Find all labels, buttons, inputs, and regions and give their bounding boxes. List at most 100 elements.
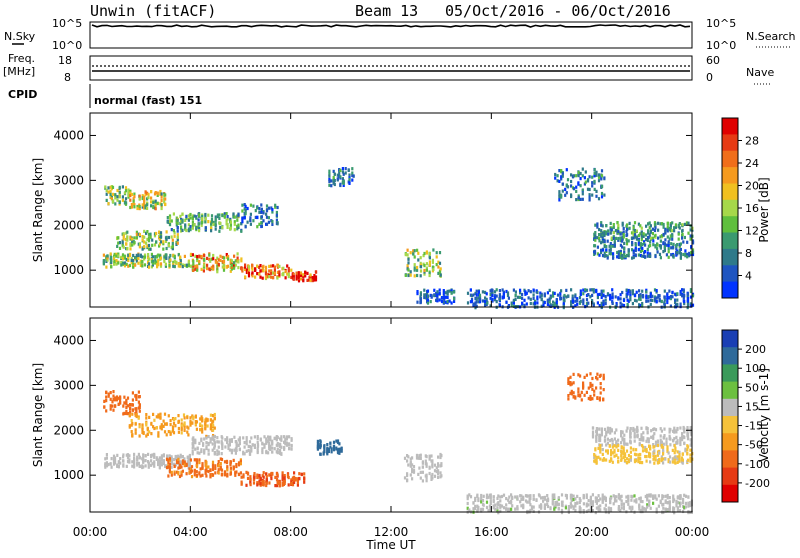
data-cell <box>601 496 604 500</box>
data-cell <box>592 290 595 294</box>
data-cell <box>167 474 170 478</box>
data-cell <box>663 434 666 438</box>
data-cell <box>150 432 153 436</box>
data-cell <box>538 494 541 498</box>
data-cell <box>641 304 644 308</box>
data-cell <box>485 292 488 296</box>
data-cell <box>627 453 631 458</box>
data-cell <box>664 227 667 231</box>
data-cell <box>165 422 168 426</box>
data-cell <box>595 432 598 436</box>
data-cell <box>654 458 657 462</box>
data-cell <box>489 505 492 510</box>
data-cell <box>347 168 350 172</box>
data-cell <box>683 235 686 240</box>
data-cell <box>492 500 495 504</box>
data-cell <box>686 240 689 244</box>
data-cell <box>605 224 608 228</box>
data-cell <box>494 503 497 507</box>
data-cell <box>650 429 653 433</box>
data-cell <box>229 265 232 269</box>
data-cell <box>290 443 293 448</box>
data-cell <box>220 452 223 456</box>
data-cell <box>172 418 176 422</box>
data-cell <box>137 232 140 236</box>
data-cell <box>556 293 560 297</box>
data-cell <box>123 395 126 399</box>
data-cell <box>154 261 157 265</box>
data-cell <box>684 501 688 505</box>
data-cell <box>440 296 444 300</box>
data-cell <box>684 249 687 253</box>
data-cell <box>535 498 538 502</box>
data-cell <box>680 456 684 460</box>
data-cell <box>576 501 579 505</box>
nsearch-label: N.Search <box>746 30 796 43</box>
data-cell <box>236 224 239 229</box>
data-cell <box>330 184 333 188</box>
data-cell <box>154 199 157 203</box>
data-cell <box>205 474 208 478</box>
data-cell <box>604 496 607 500</box>
data-cell <box>662 436 665 440</box>
data-cell <box>270 271 273 275</box>
data-cell <box>475 293 478 297</box>
data-cell <box>201 462 204 466</box>
data-cell <box>641 242 644 247</box>
data-cell <box>653 432 656 436</box>
data-cell <box>276 265 279 269</box>
data-cell <box>128 263 132 268</box>
data-cell <box>642 436 645 440</box>
data-cell <box>605 449 608 453</box>
data-cell <box>270 275 273 279</box>
data-cell <box>683 493 686 497</box>
data-cell <box>262 264 265 269</box>
data-cell <box>147 192 150 196</box>
data-cell <box>667 243 670 248</box>
data-cell <box>172 264 175 268</box>
data-cell <box>638 497 641 501</box>
data-cell <box>662 241 665 245</box>
data-cell <box>237 472 241 476</box>
data-cell <box>669 234 672 238</box>
data-cell <box>419 274 422 278</box>
data-cell <box>666 493 669 498</box>
data-cell <box>525 291 528 295</box>
data-cell <box>172 212 175 216</box>
data-cell <box>583 182 586 186</box>
data-cell <box>181 459 184 463</box>
data-cell <box>510 501 513 505</box>
data-cell <box>407 268 410 272</box>
data-cell <box>629 455 632 459</box>
data-cell <box>554 172 557 177</box>
colorbar-tick-label: 20 <box>745 180 759 193</box>
data-cell <box>129 205 132 210</box>
data-cell <box>246 472 250 476</box>
data-cell <box>579 197 582 201</box>
data-cell <box>406 473 409 478</box>
data-cell <box>162 240 165 244</box>
data-cell <box>293 471 296 475</box>
data-cell <box>207 220 210 224</box>
data-cell <box>549 304 552 308</box>
data-cell <box>195 464 199 468</box>
data-cell <box>283 479 286 484</box>
data-cell <box>187 262 190 266</box>
data-cell <box>132 259 135 263</box>
data-cell <box>617 252 620 256</box>
data-cell <box>269 447 272 451</box>
data-cell <box>502 493 506 497</box>
data-cell <box>169 258 172 262</box>
data-cell <box>475 289 478 293</box>
data-cell <box>133 461 136 465</box>
data-cell <box>181 218 184 222</box>
colorbar-segment <box>722 199 738 217</box>
data-cell <box>572 507 575 511</box>
nave-tick-bottom: 0 <box>706 71 713 84</box>
data-cell <box>620 454 623 458</box>
data-cell <box>129 247 132 251</box>
data-cell <box>153 243 157 247</box>
data-cell <box>594 454 597 458</box>
data-cell <box>689 448 692 452</box>
data-cell <box>411 463 414 467</box>
